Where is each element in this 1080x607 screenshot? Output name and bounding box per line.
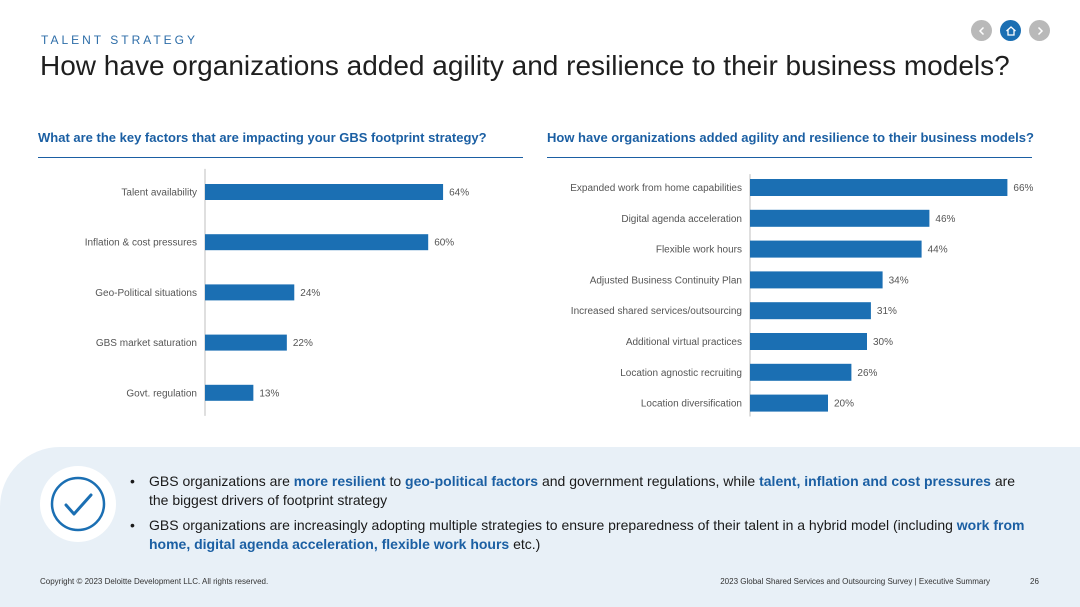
right-chart-rule — [547, 157, 1032, 158]
check-badge — [40, 466, 116, 542]
data-label: 24% — [300, 288, 320, 299]
category-label: Talent availability — [121, 188, 197, 199]
right-bar-chart: Expanded work from home capabilities 66% D… — [570, 174, 1034, 417]
data-label: 26% — [857, 368, 877, 379]
bar-0-1 — [205, 234, 429, 251]
data-label: 60% — [434, 238, 454, 249]
source-text: 2023 Global Shared Services and Outsourc… — [720, 577, 990, 586]
home-icon — [1005, 25, 1016, 36]
category-label: Increased shared services/outsourcing — [571, 306, 742, 317]
data-label: 34% — [889, 275, 909, 286]
summary-bullet-2: GBS organizations are increasingly adopt… — [128, 516, 1038, 554]
section-eyebrow: TALENT STRATEGY — [41, 33, 199, 47]
summary-bullets: GBS organizations are more resilient to … — [128, 472, 1038, 560]
left-bar-chart: Talent availability 64% Inflation & cost p… — [85, 168, 469, 416]
left-chart-rule — [38, 157, 523, 158]
category-label: Inflation & cost pressures — [85, 238, 197, 249]
summary-bullet-1: GBS organizations are more resilient to … — [128, 472, 1038, 510]
page-number: 26 — [1030, 577, 1039, 586]
data-label: 30% — [873, 337, 893, 348]
category-label: Expanded work from home capabilities — [570, 183, 742, 194]
chevron-left-icon — [978, 26, 984, 35]
data-label: 31% — [877, 306, 897, 317]
bar-0-0 — [205, 184, 444, 200]
bar-0-3 — [205, 334, 287, 351]
bar-1-1 — [750, 209, 930, 227]
category-label: GBS market saturation — [96, 338, 197, 349]
checkmark-icon — [50, 476, 106, 532]
category-label: Flexible work hours — [656, 245, 742, 256]
next-button[interactable] — [1029, 20, 1050, 41]
home-button[interactable] — [1000, 20, 1021, 41]
data-label: 20% — [834, 399, 854, 410]
data-label: 64% — [449, 188, 469, 199]
bar-1-4 — [750, 302, 871, 320]
left-chart-title: What are the key factors that are impact… — [38, 130, 487, 145]
slide-navigation — [971, 20, 1050, 41]
category-label: Digital agenda acceleration — [621, 214, 742, 225]
category-label: Adjusted Business Continuity Plan — [590, 275, 742, 286]
prev-button[interactable] — [971, 20, 992, 41]
right-chart-title: How have organizations added agility and… — [547, 130, 1034, 145]
category-label: Location agnostic recruiting — [620, 368, 742, 379]
bar-1-2 — [750, 240, 922, 258]
bar-0-2 — [205, 284, 295, 301]
category-label: Additional virtual practices — [626, 337, 742, 348]
data-label: 22% — [293, 338, 313, 349]
copyright-text: Copyright © 2023 Deloitte Development LL… — [40, 577, 269, 586]
data-label: 13% — [259, 388, 279, 399]
page-title: How have organizations added agility and… — [40, 50, 1010, 81]
data-label: 46% — [935, 214, 955, 225]
bar-1-3 — [750, 271, 883, 289]
bar-0-4 — [205, 384, 254, 401]
chevron-right-icon — [1037, 26, 1043, 35]
bar-1-5 — [750, 333, 867, 350]
category-label: Geo-Political situations — [95, 288, 197, 299]
category-label: Govt. regulation — [126, 388, 197, 399]
data-label: 44% — [928, 245, 948, 256]
bar-1-0 — [750, 179, 1008, 196]
bar-1-7 — [750, 394, 828, 412]
category-label: Location diversification — [641, 399, 742, 410]
data-label: 66% — [1013, 183, 1033, 194]
bar-1-6 — [750, 363, 852, 381]
